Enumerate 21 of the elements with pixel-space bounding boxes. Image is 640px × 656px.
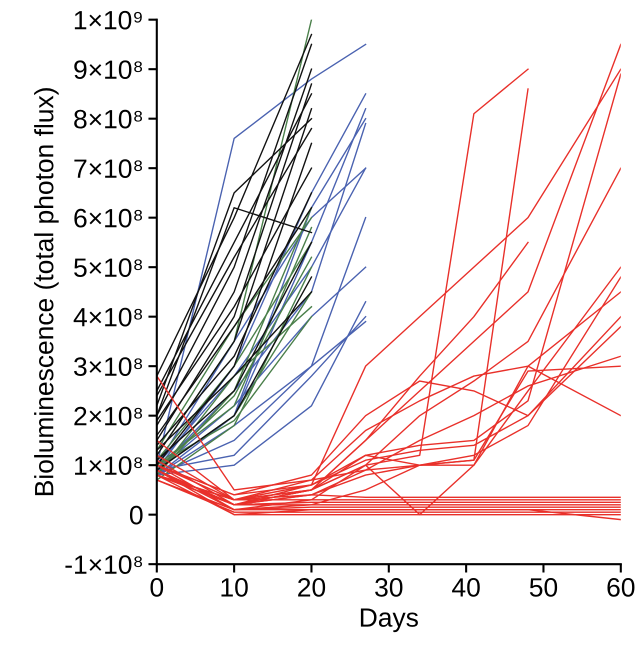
y-tick-label: 2×10⁸	[74, 406, 142, 426]
y-tick-label: 0	[130, 506, 143, 524]
x-tick-label: 10	[221, 578, 248, 597]
y-tick-label: 5×10⁸	[74, 258, 142, 277]
x-tick-label: 0	[150, 578, 164, 597]
x-tick-label: 30	[375, 578, 402, 597]
x-axis-title: Days	[360, 608, 418, 632]
x-tick-label: 20	[298, 578, 326, 597]
y-tick-label: 8×10⁸	[74, 110, 142, 128]
y-tick-label: 3×10⁸	[74, 357, 142, 376]
y-tick-label: 7×10⁸	[74, 159, 142, 178]
y-tick-label: 4×10⁸	[74, 308, 142, 326]
y-tick-label: 9×10⁸	[74, 60, 142, 79]
y-tick-label: 1×10⁹	[74, 10, 142, 30]
y-tick-label: 6×10⁸	[74, 208, 142, 228]
x-tick-label: 60	[607, 578, 634, 597]
y-tick-label: 1×10⁸	[75, 456, 142, 475]
y-tick-label: -1×10⁸	[65, 555, 142, 574]
x-tick-label: 50	[530, 578, 558, 597]
y-axis-title: Bioluminescence (total photon flux)	[34, 88, 59, 496]
x-tick-label: 40	[452, 578, 480, 597]
